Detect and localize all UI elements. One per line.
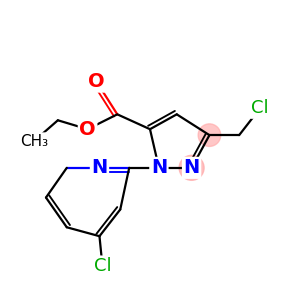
Text: Cl: Cl [251,99,269,117]
Text: Cl: Cl [94,257,111,275]
Text: O: O [88,72,105,91]
Text: N: N [91,158,108,177]
Text: N: N [151,158,167,177]
Circle shape [179,155,204,180]
Text: CH₃: CH₃ [20,134,48,148]
Text: N: N [184,158,200,177]
Text: O: O [79,120,96,139]
Circle shape [198,124,221,146]
